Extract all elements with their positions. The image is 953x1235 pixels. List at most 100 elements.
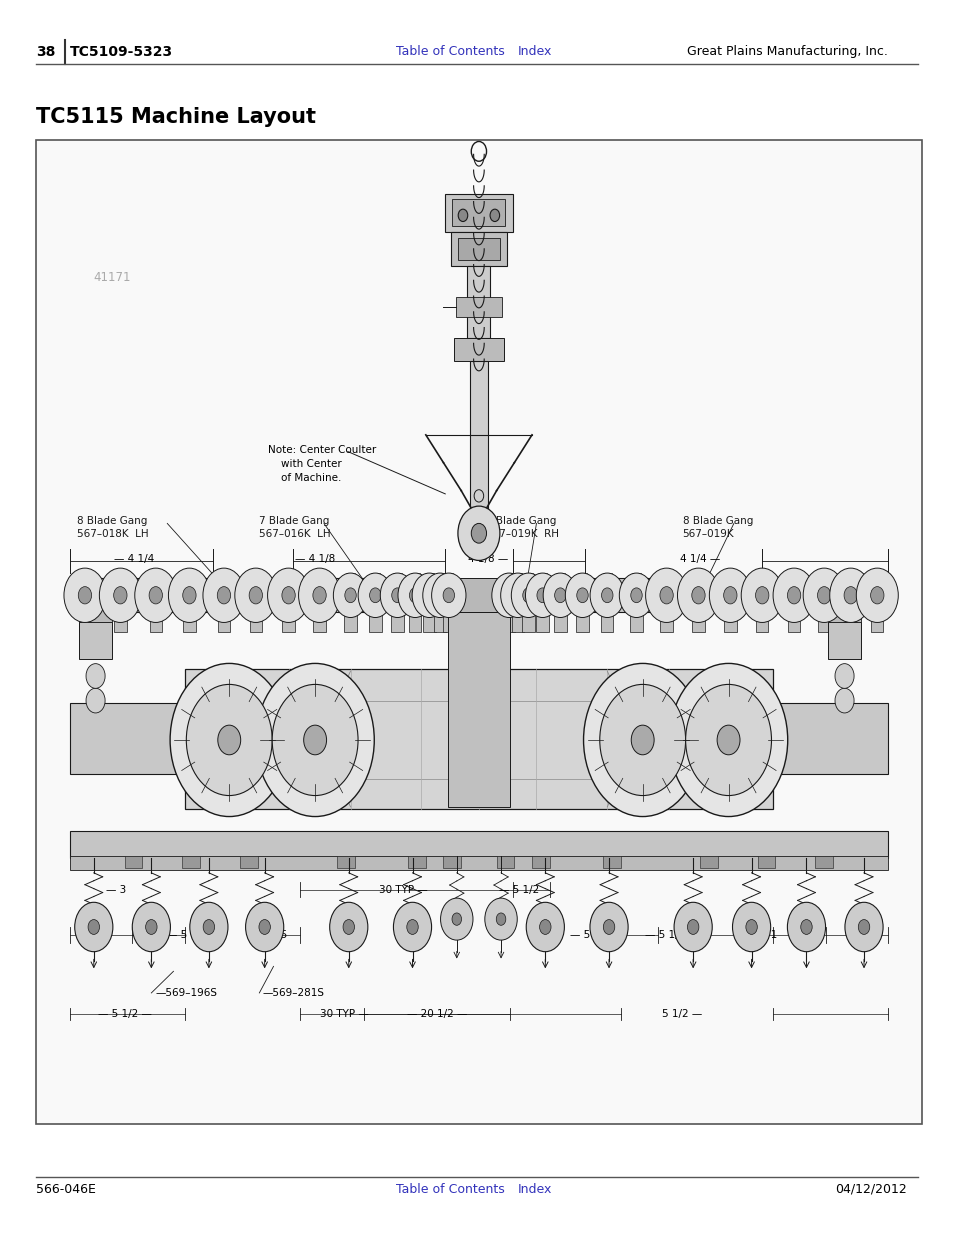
Text: — 4 1/8: — 4 1/8	[294, 553, 335, 564]
Circle shape	[452, 913, 461, 925]
Bar	[504, 573, 513, 579]
Bar	[815, 856, 832, 868]
Bar	[239, 856, 257, 868]
Circle shape	[522, 588, 534, 603]
Circle shape	[64, 568, 106, 622]
Circle shape	[669, 663, 787, 816]
Bar	[423, 610, 436, 632]
Bar	[756, 571, 767, 579]
Bar	[445, 194, 512, 232]
Circle shape	[186, 684, 272, 795]
Bar	[632, 573, 640, 579]
Circle shape	[412, 573, 446, 618]
Text: 7 Blade Gang
567–016K  LH: 7 Blade Gang 567–016K LH	[259, 515, 331, 538]
Circle shape	[740, 568, 782, 622]
Circle shape	[674, 903, 712, 952]
Circle shape	[406, 920, 417, 935]
Bar	[70, 830, 887, 858]
Bar	[344, 610, 356, 632]
Text: TC5115 Machine Layout: TC5115 Machine Layout	[36, 107, 316, 127]
Text: Great Plains Manufacturing, Inc.: Great Plains Manufacturing, Inc.	[686, 46, 887, 58]
Bar	[448, 613, 509, 806]
Circle shape	[203, 920, 214, 935]
Text: 1 —: 1 —	[86, 930, 107, 940]
Circle shape	[723, 587, 737, 604]
Circle shape	[409, 588, 420, 603]
Bar	[251, 571, 261, 579]
Circle shape	[525, 573, 559, 618]
Circle shape	[800, 920, 811, 935]
Bar	[578, 573, 586, 579]
Bar	[282, 610, 294, 632]
Circle shape	[88, 920, 99, 935]
Bar	[454, 338, 503, 361]
Bar	[456, 298, 501, 316]
Circle shape	[369, 588, 380, 603]
Circle shape	[440, 898, 473, 940]
Bar	[70, 856, 887, 869]
Circle shape	[691, 587, 704, 604]
Circle shape	[755, 587, 768, 604]
Text: 8 Blade Gang
567–019K: 8 Blade Gang 567–019K	[681, 515, 752, 538]
Bar	[497, 856, 514, 868]
Circle shape	[602, 920, 614, 935]
Bar	[183, 610, 195, 632]
Bar	[457, 238, 499, 259]
Bar	[723, 610, 736, 632]
Circle shape	[685, 684, 771, 795]
Bar	[283, 571, 294, 579]
Bar	[185, 669, 772, 809]
Text: — 5 1/2 —: — 5 1/2 —	[98, 1009, 152, 1019]
Bar	[600, 610, 613, 632]
Bar	[554, 610, 566, 632]
Text: — 4 1/4: — 4 1/4	[113, 553, 153, 564]
Circle shape	[496, 913, 505, 925]
Bar	[79, 593, 112, 622]
Bar	[817, 610, 829, 632]
Bar	[521, 610, 534, 632]
Circle shape	[843, 587, 857, 604]
Bar	[602, 856, 619, 868]
Bar	[537, 573, 546, 579]
Circle shape	[78, 587, 91, 604]
Bar	[843, 610, 856, 632]
Bar	[313, 610, 325, 632]
Text: 4 1/8 —: 4 1/8 —	[467, 553, 507, 564]
Circle shape	[645, 568, 687, 622]
Bar	[452, 199, 505, 226]
Bar	[79, 622, 112, 659]
Bar	[436, 573, 444, 579]
Circle shape	[542, 573, 577, 618]
Bar	[36, 140, 921, 1124]
Bar	[693, 571, 703, 579]
Bar	[827, 593, 861, 622]
Bar	[871, 571, 882, 579]
Circle shape	[392, 588, 403, 603]
Circle shape	[423, 588, 435, 603]
Circle shape	[86, 663, 105, 688]
Text: Index: Index	[517, 46, 552, 58]
Bar	[443, 578, 514, 613]
Text: Note: Center Coulter
    with Center
    of Machine.: Note: Center Coulter with Center of Mach…	[268, 445, 376, 483]
Circle shape	[234, 568, 276, 622]
Bar	[182, 856, 200, 868]
Circle shape	[503, 588, 515, 603]
Circle shape	[589, 903, 627, 952]
Bar	[411, 573, 419, 579]
Circle shape	[422, 573, 456, 618]
Circle shape	[113, 587, 127, 604]
Circle shape	[484, 898, 517, 940]
Bar	[70, 578, 450, 613]
Bar	[511, 610, 523, 632]
Bar	[772, 703, 887, 774]
Circle shape	[786, 903, 824, 952]
Bar	[787, 610, 800, 632]
Bar	[523, 573, 533, 579]
Bar	[184, 571, 194, 579]
Bar	[450, 232, 507, 266]
Bar	[371, 573, 379, 579]
Bar	[700, 856, 718, 868]
Circle shape	[631, 725, 654, 755]
Text: 5 1/2 —: 5 1/2 —	[661, 1009, 702, 1019]
Circle shape	[183, 587, 196, 604]
